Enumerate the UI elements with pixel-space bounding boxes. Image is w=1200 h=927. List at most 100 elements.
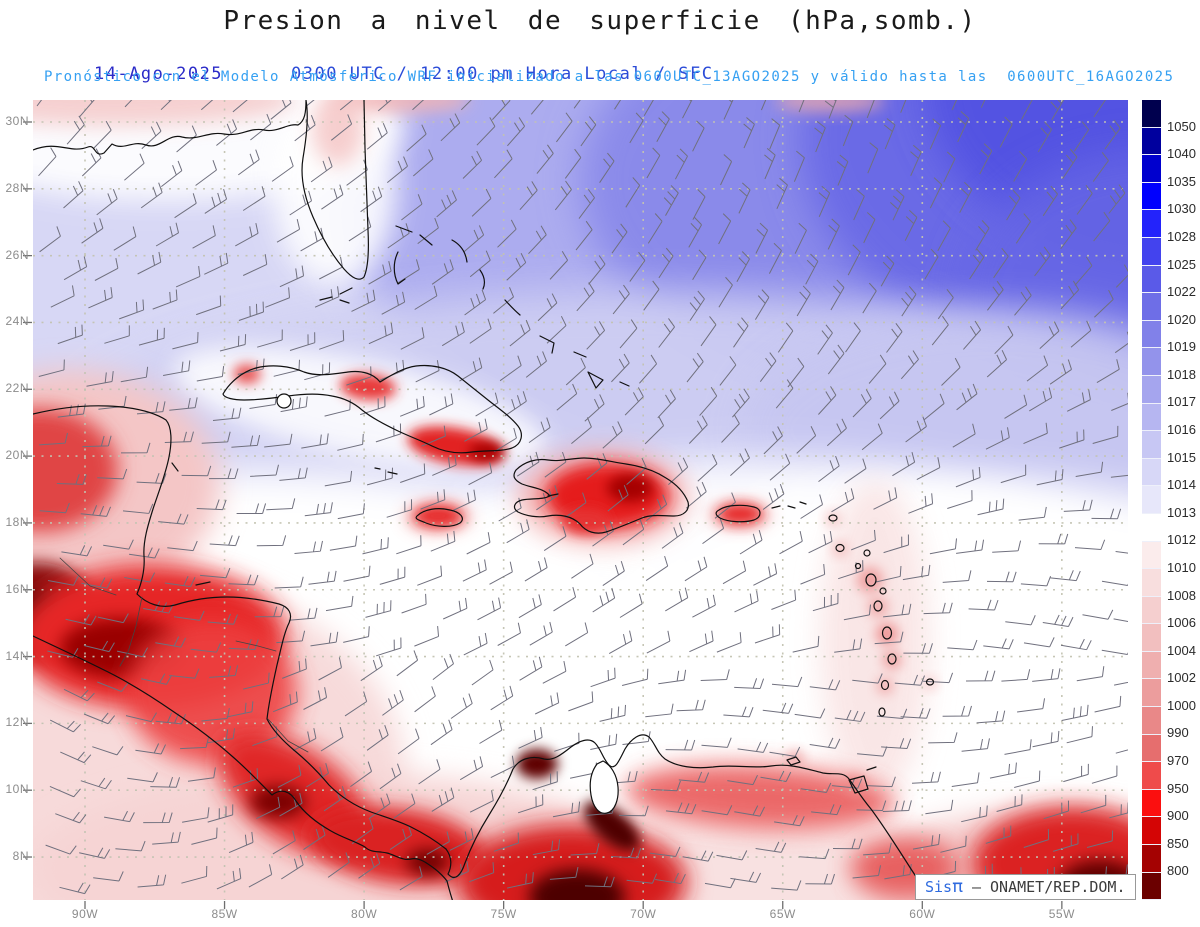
colorbar-label-1012: 1012 [1167, 532, 1196, 548]
colorbar-label-1040: 1040 [1167, 146, 1196, 162]
florida-keys [319, 287, 353, 304]
colorbar-cell-13 [1142, 458, 1161, 487]
lat-label-8N: 8N [12, 849, 29, 864]
jamaica-coast [415, 508, 463, 527]
cozumel-roatan [171, 462, 211, 586]
colorbar-label-1030: 1030 [1167, 201, 1196, 217]
colorbar-cell-2 [1142, 155, 1161, 183]
colombia-venezuela-coast [445, 734, 932, 900]
colorbar-cell-3 [1142, 182, 1161, 211]
lon-label-75W: 75W [490, 907, 517, 921]
colorbar-label-1008: 1008 [1167, 587, 1196, 603]
trinidad-tobago [848, 766, 877, 794]
colorbar-label-1016: 1016 [1167, 422, 1196, 438]
colorbar-label-850: 850 [1167, 835, 1189, 851]
colorbar-label-1050: 1050 [1167, 118, 1196, 134]
puerto-rico-coast [715, 504, 761, 523]
lon-label-80W: 80W [351, 907, 378, 921]
colorbar-cell-5 [1142, 237, 1161, 266]
axis-ticks [23, 121, 1063, 909]
colorbar-cell-24 [1142, 762, 1161, 790]
attribution-box: Sisπ – ONAMET/REP.DOM. [915, 874, 1136, 900]
forecast-date: 14-Ago-2025 [93, 64, 224, 84]
wind-barbs-layer [36, 100, 1128, 895]
forecast-time: 0300 UTC / 12:00 pm Hora Local / SFC [291, 64, 714, 84]
colorbar-label-1025: 1025 [1167, 256, 1196, 272]
lat-label-28N: 28N [5, 180, 29, 195]
gonave-island [547, 493, 559, 497]
colorbar-cell-23 [1142, 734, 1161, 763]
colorbar-cell-8 [1142, 320, 1161, 349]
colombia-pacific-coast [446, 880, 453, 900]
colorbar-label-1006: 1006 [1167, 615, 1196, 631]
us-gulf-florida-coast [33, 100, 369, 280]
sispi-brand: Sis [925, 878, 953, 896]
colorbar-cell-17 [1142, 569, 1161, 597]
colorbar-cell-11 [1142, 403, 1161, 432]
lake-maracaibo [589, 760, 619, 814]
pi-symbol: π [952, 876, 963, 897]
lon-label-70W: 70W [630, 907, 657, 921]
colorbar-cell-27 [1142, 845, 1161, 873]
colorbar-cell-25 [1142, 789, 1161, 818]
colorbar-label-1004: 1004 [1167, 642, 1196, 658]
model-info-line: Pronóstico con el Modelo Atmósferico WRF… [44, 69, 1175, 85]
colorbar-label-1017: 1017 [1167, 394, 1196, 410]
colorbar-cell-26 [1142, 817, 1161, 846]
colorbar-label-990: 990 [1167, 725, 1189, 741]
colorbar-label-800: 800 [1167, 863, 1189, 879]
colorbar-label-1014: 1014 [1167, 477, 1196, 493]
colorbar-label-900: 900 [1167, 808, 1189, 824]
lat-label-24N: 24N [5, 314, 29, 329]
colorbar-cell-10 [1142, 375, 1161, 404]
colorbar-label-1019: 1019 [1167, 339, 1196, 355]
lat-label-16N: 16N [5, 581, 29, 596]
colorbar-cell-0 [1142, 100, 1161, 128]
colorbar-label-950: 950 [1167, 780, 1189, 796]
graticule-layer [33, 100, 1128, 900]
lat-label-22N: 22N [5, 381, 29, 396]
lon-label-65W: 65W [769, 907, 796, 921]
lat-label-20N: 20N [5, 448, 29, 463]
colorbar-label-970: 970 [1167, 753, 1189, 769]
cayman-islands [374, 467, 398, 475]
lat-label-10N: 10N [5, 782, 29, 797]
lat-label-26N: 26N [5, 247, 29, 262]
virgin-islands [771, 501, 807, 509]
pressure-colorbar [1142, 100, 1161, 901]
page-title: Presion a nivel de superficie (hPa,somb.… [223, 6, 977, 36]
colorbar-cell-7 [1142, 293, 1161, 321]
colorbar-cell-4 [1142, 210, 1161, 238]
isla-juventud [276, 393, 292, 409]
colorbar-label-1028: 1028 [1167, 228, 1196, 244]
colorbar-cell-15 [1142, 513, 1161, 542]
hispaniola-coast [513, 457, 689, 534]
colorbar-label-1018: 1018 [1167, 366, 1196, 382]
lat-label-14N: 14N [5, 648, 29, 663]
coastline-layer [33, 100, 935, 900]
colorbar-label-1015: 1015 [1167, 449, 1196, 465]
lat-label-18N: 18N [5, 514, 29, 529]
colorbar-cell-1 [1142, 127, 1161, 156]
colorbar-label-1010: 1010 [1167, 559, 1196, 575]
colorbar-label-1002: 1002 [1167, 670, 1196, 686]
colorbar-label-1022: 1022 [1167, 284, 1196, 300]
colorbar-label-1013: 1013 [1167, 504, 1196, 520]
lat-label-30N: 30N [5, 114, 29, 128]
country-borders [59, 557, 309, 753]
colorbar-cell-20 [1142, 651, 1161, 680]
lon-label-55W: 55W [1048, 907, 1075, 921]
colorbar-cell-28 [1142, 872, 1161, 901]
attribution-text: – ONAMET/REP.DOM. [962, 878, 1126, 896]
colorbar-cell-16 [1142, 541, 1161, 570]
colorbar-cell-18 [1142, 596, 1161, 625]
margarita-island [786, 756, 801, 766]
colorbar-cell-19 [1142, 624, 1161, 652]
colorbar-cell-22 [1142, 707, 1161, 735]
yucatan-central-america-coast [33, 405, 447, 850]
colorbar-cell-9 [1142, 348, 1161, 376]
colorbar-cell-21 [1142, 679, 1161, 708]
